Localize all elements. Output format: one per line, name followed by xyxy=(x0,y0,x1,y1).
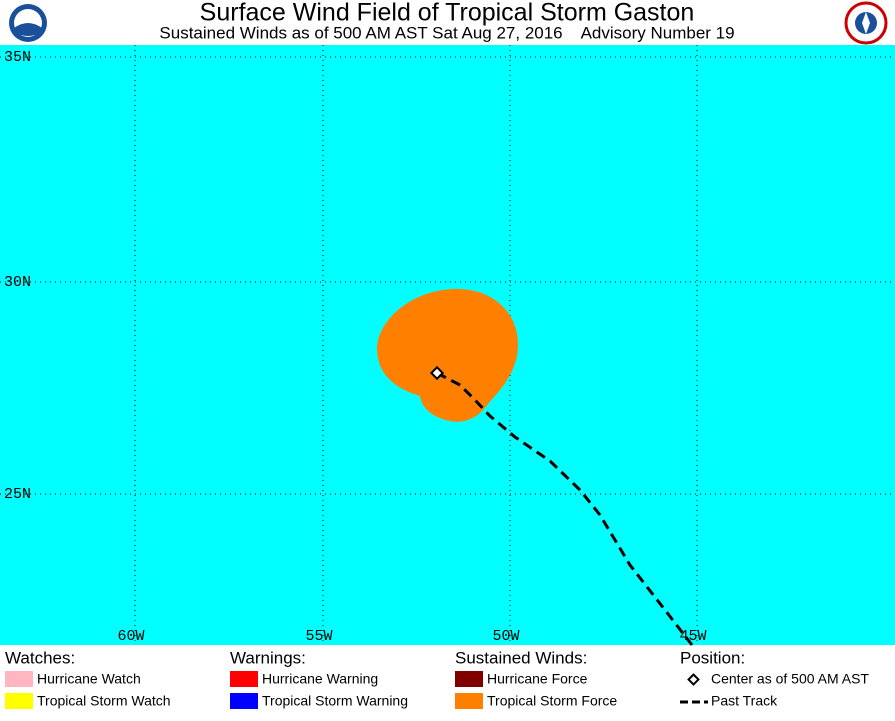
legend-swatch xyxy=(455,671,483,687)
past-track xyxy=(436,371,694,646)
legend: Watches: Hurricane Watch Tropical Storm … xyxy=(5,648,869,709)
legend-item: Tropical Storm Force xyxy=(487,693,617,709)
legend-symbol xyxy=(687,673,700,686)
legend-swatch xyxy=(455,693,483,709)
storm-center xyxy=(429,365,445,381)
legend-swatch xyxy=(230,671,258,687)
subtitle: Sustained Winds as of 500 AM AST Sat Aug… xyxy=(159,23,734,42)
legend-item: Center as of 500 AM AST xyxy=(711,671,869,687)
legend-item: Hurricane Warning xyxy=(262,671,378,687)
legend-title: Watches: xyxy=(5,648,75,667)
legend-item: Past Track xyxy=(711,693,778,709)
legend-swatch xyxy=(230,693,258,709)
nws-logo xyxy=(844,1,888,45)
legend-item: Hurricane Force xyxy=(487,671,588,687)
lat-label: 30N xyxy=(4,274,31,291)
legend-swatch xyxy=(5,671,33,687)
lon-label: 45W xyxy=(679,628,706,645)
tropical-storm-wind-field xyxy=(376,288,518,422)
lat-label: 25N xyxy=(4,486,31,503)
title: Surface Wind Field of Tropical Storm Gas… xyxy=(200,0,695,27)
legend-title: Warnings: xyxy=(230,648,306,667)
lat-label: 35N xyxy=(4,49,31,66)
legend-title: Position: xyxy=(680,648,745,667)
noaa-logo xyxy=(9,4,47,42)
lon-label: 50W xyxy=(492,628,519,645)
legend-item: Hurricane Watch xyxy=(37,671,141,687)
legend-item: Tropical Storm Warning xyxy=(262,693,408,709)
legend-title: Sustained Winds: xyxy=(455,648,587,667)
lon-label: 60W xyxy=(117,628,144,645)
legend-swatch xyxy=(5,693,33,709)
legend-item: Tropical Storm Watch xyxy=(37,693,171,709)
lon-label: 55W xyxy=(305,628,332,645)
